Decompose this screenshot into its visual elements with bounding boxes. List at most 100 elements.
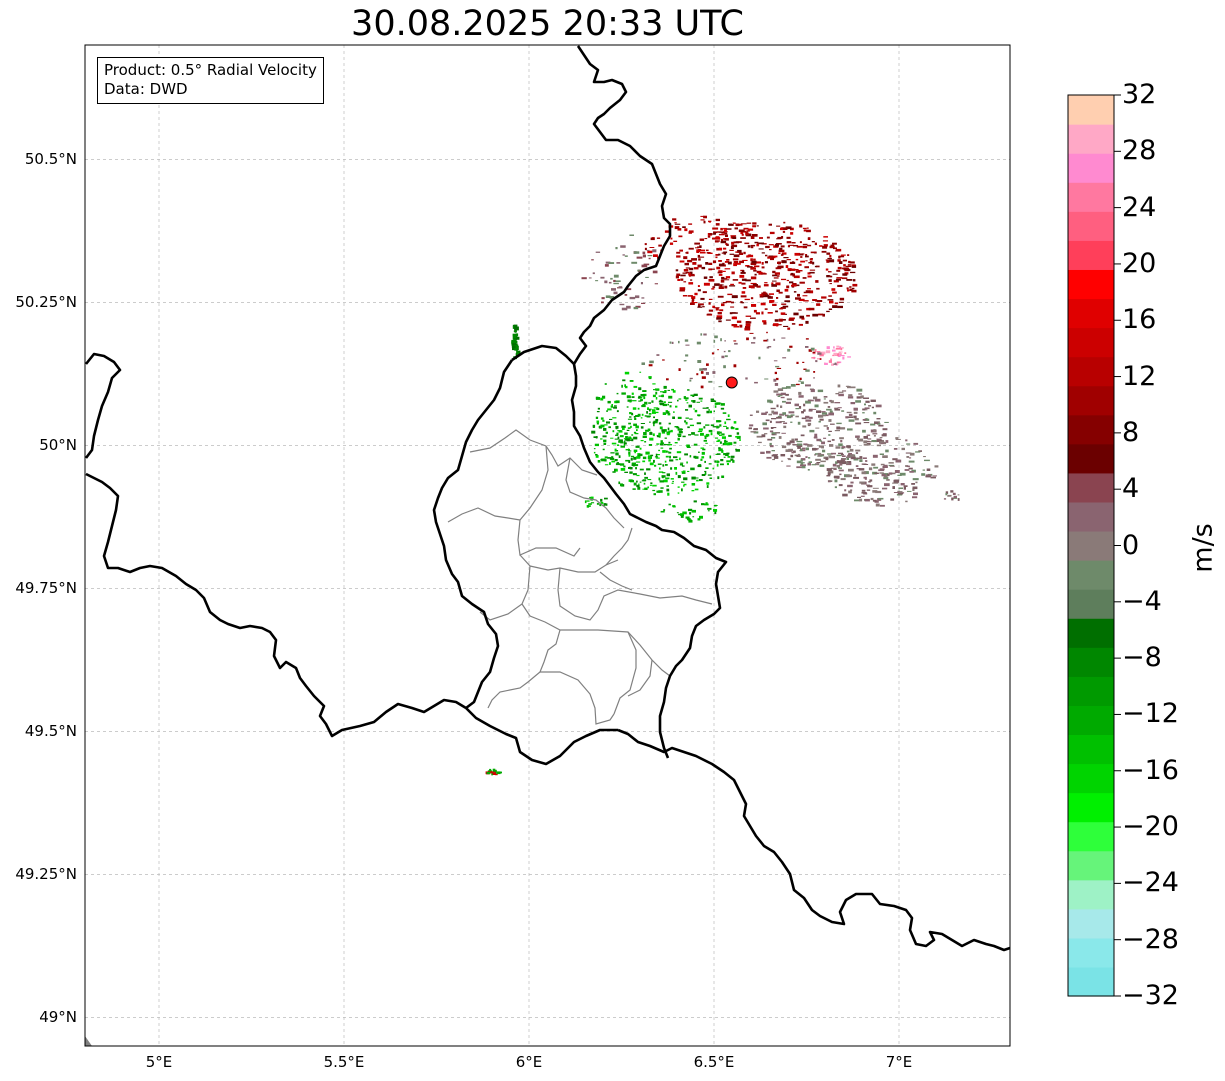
echo-pixel [641, 264, 648, 268]
echo-pixel [696, 373, 699, 376]
echo-pixel [687, 389, 690, 391]
echo-pixel [683, 483, 687, 486]
echo-pixel [799, 224, 803, 228]
echo-pixel [855, 465, 859, 467]
echo-pixel [805, 447, 809, 451]
colorbar-band [1068, 327, 1114, 358]
echo-pixel [743, 306, 748, 309]
echo-pixel [662, 464, 665, 467]
echo-pixel [788, 318, 794, 321]
colorbar-band [1068, 269, 1114, 300]
echo-pixel [603, 428, 606, 431]
echo-pixel [688, 223, 693, 225]
echo-pixel [629, 401, 632, 403]
echo-pixel [791, 451, 795, 454]
echo-pixel [647, 428, 651, 431]
echo-pixel [668, 441, 671, 444]
echo-pixel [826, 252, 831, 255]
echo-pixel [843, 267, 849, 271]
echo-pixel [840, 347, 843, 351]
echo-pixel [727, 456, 731, 458]
echo-pixel [731, 244, 738, 248]
echo-pixel [669, 242, 674, 245]
echo-pixel [832, 273, 838, 275]
echo-pixel [841, 458, 846, 460]
echo-pixel [657, 463, 662, 465]
echo-pixel [793, 291, 797, 293]
echo-pixel [610, 277, 613, 280]
echo-pixel [752, 283, 757, 286]
lat-tick-label: 49.5°N [24, 722, 77, 741]
echo-pixel [790, 454, 794, 458]
echo-pixel [652, 489, 656, 492]
echo-pixel [600, 438, 603, 440]
echo-pixel [640, 394, 645, 397]
echo-pixel [811, 408, 817, 410]
echo-pixel [706, 363, 709, 366]
echo-pixel [864, 482, 867, 484]
echo-pixel [839, 427, 846, 430]
echo-pixel [801, 465, 806, 469]
echo-pixel [702, 306, 705, 308]
echo-pixel [816, 358, 820, 360]
echo-pixel [714, 240, 719, 243]
echo-pixel [608, 426, 611, 429]
echo-pixel [718, 320, 722, 323]
echo-pixel [626, 305, 631, 309]
echo-pixel [615, 452, 619, 456]
lon-tick-label: 6°E [515, 1053, 543, 1071]
echo-pixel [686, 402, 689, 404]
echo-pixel [624, 385, 628, 389]
echo-pixel [655, 389, 660, 391]
colorbar-tick-label: −16 [1122, 754, 1179, 786]
echo-pixel [829, 480, 833, 482]
echo-pixel [848, 453, 852, 455]
echo-pixel [615, 469, 618, 472]
echo-pixel [696, 249, 701, 253]
echo-pixel [826, 346, 830, 350]
echo-pixel [703, 215, 707, 219]
echo-pixel [603, 443, 607, 445]
echo-pixel [830, 244, 835, 246]
colorbar-band [1068, 676, 1114, 706]
echo-pixel [814, 453, 818, 455]
echo-pixel [602, 435, 607, 438]
echo-pixel [704, 470, 707, 472]
echo-pixel [708, 409, 710, 411]
echo-pixel [686, 518, 691, 520]
echo-pixel [740, 301, 743, 304]
echo-pixel [885, 440, 889, 443]
echo-pixel [788, 458, 792, 461]
echo-pixel [658, 490, 663, 493]
echo-pixel [671, 341, 674, 344]
echo-pixel [691, 509, 696, 513]
echo-pixel [670, 429, 673, 433]
echo-pixel [796, 383, 800, 386]
echo-pixel [879, 468, 885, 471]
echo-pixel [863, 492, 868, 495]
echo-pixel [644, 415, 647, 417]
colorbar-tick-label: −8 [1122, 642, 1162, 674]
echo-pixel [677, 428, 682, 431]
echo-pixel [846, 457, 849, 460]
echo-pixel [758, 271, 763, 275]
echo-pixel [768, 413, 772, 416]
echo-pixel [801, 317, 805, 320]
echo-pixel [632, 400, 637, 402]
echo-pixel [774, 319, 779, 322]
echo-pixel [644, 401, 648, 405]
echo-pixel [658, 400, 664, 403]
echo-pixel [595, 280, 599, 282]
echo-pixel [700, 447, 705, 449]
echo-pixel [720, 463, 724, 466]
echo-pixel [768, 255, 774, 257]
echo-pixel [734, 255, 738, 257]
echo-pixel [740, 223, 747, 225]
map-frame [84, 44, 1011, 1047]
echo-pixel [668, 395, 673, 399]
echo-pixel [839, 462, 843, 466]
echo-pixel [811, 464, 816, 466]
lon-tick-label: 5°E [145, 1053, 173, 1071]
echo-pixel [659, 467, 661, 470]
echo-pixel [654, 456, 659, 458]
